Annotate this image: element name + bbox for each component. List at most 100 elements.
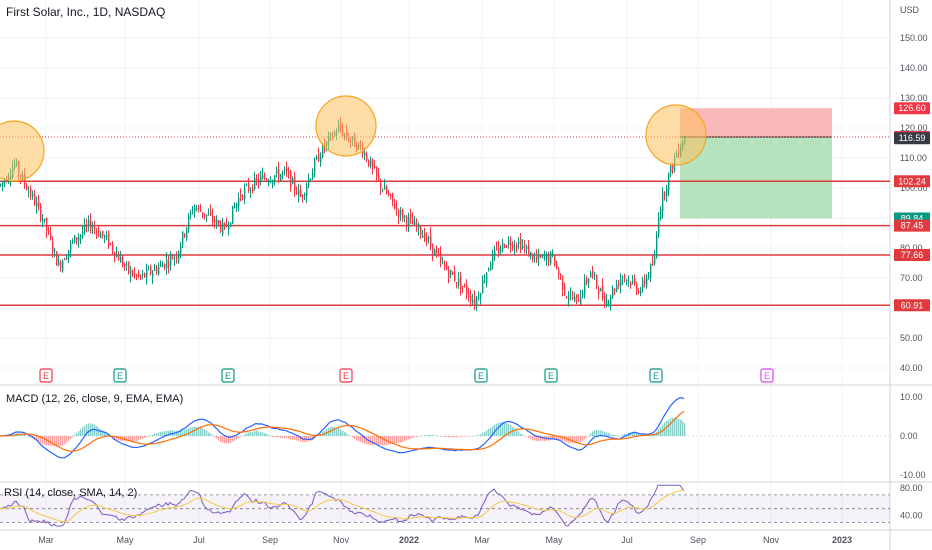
candle-body [614,289,616,292]
macd-histogram-bar [446,436,448,438]
candle-body [556,263,558,268]
price-tag: 116.59 [894,132,930,145]
candle-body [38,200,40,206]
candle-body [416,224,418,228]
macd-histogram-bar [562,436,564,441]
candle-body [188,216,190,229]
earnings-label: E [478,371,484,381]
candle-body [236,203,238,209]
earnings-marker[interactable]: E [339,368,353,383]
candle-body [84,224,86,233]
earnings-label: E [43,371,49,381]
candle-body [456,282,458,284]
candle-body [446,263,448,270]
macd-histogram-bar [140,436,142,440]
macd-histogram-bar [678,418,680,436]
candle-body [578,299,580,302]
candle-body [656,235,658,258]
highlight-circle[interactable] [645,104,707,166]
macd-histogram-bar [218,436,220,441]
macd-histogram-bar [56,436,58,447]
highlight-circle[interactable] [0,120,45,182]
earnings-marker[interactable]: E [474,368,488,383]
highlight-circle[interactable] [315,95,377,157]
candle-body [268,181,270,183]
macd-histogram-bar [470,436,472,437]
macd-histogram-bar [510,425,512,436]
rsi-ma-line [0,489,685,523]
time-axis[interactable]: Mar May Jul Sep Nov 2022 Mar May Jul Sep Nov 2023 [38,535,852,545]
chart-title[interactable]: First Solar, Inc., 1D, NASDAQ [6,5,166,19]
candle-body [486,273,488,284]
earnings-marker[interactable]: E [39,368,53,383]
candle-body [276,169,278,174]
macd-line [0,397,685,459]
price-tag-bg [894,102,930,115]
candle-body [36,202,38,207]
earnings-badge [39,368,53,383]
candle-body [224,224,226,226]
macd-histogram-bar [300,436,302,442]
macd-histogram-bar [198,427,200,436]
candle-body [640,291,642,294]
candle-body [514,245,516,248]
candle-body [432,243,434,255]
candle-body [100,233,102,238]
macd-histogram-bar [42,436,44,445]
macd-histogram-bar [528,436,530,439]
earnings-label: E [764,371,770,381]
take-profit-zone[interactable] [680,137,832,219]
candle-body [662,192,664,212]
candle-body [566,297,568,299]
earnings-badge [649,368,663,383]
candle-body [322,144,324,158]
candle-body [292,178,294,185]
candle-body [300,189,302,197]
macd-histogram-bar [276,436,278,437]
macd-histogram-bar [206,430,208,436]
macd-histogram-bar [508,423,510,436]
macd-histogram-bar [292,436,294,440]
candle-body [66,257,68,260]
macd-histogram-bar [540,436,542,441]
candle-body [210,211,212,215]
earnings-marker[interactable]: E [649,368,663,383]
macd-legend[interactable]: MACD (12, 26, close, 9, EMA, EMA) [6,393,183,405]
earnings-marker[interactable]: E [544,368,558,383]
candle-body [280,174,282,181]
macd-histogram-bar [464,436,466,437]
candle-body [442,262,444,264]
earnings-marker[interactable]: E [113,368,127,383]
earnings-badge [339,368,353,383]
macd-histogram-bar [66,436,68,443]
candle-body [94,227,96,229]
macd-histogram-bar [22,433,24,436]
earnings-marker[interactable]: E [221,368,235,383]
candle-body [158,266,160,275]
candle-body [474,297,476,305]
candle-body [260,176,262,181]
rsi-legend[interactable]: RSI (14, close, SMA, 14, 2) [4,487,137,499]
macd-histogram-bar [534,436,536,441]
macd-histogram-bar [604,431,606,436]
macd-histogram-bar [472,436,474,437]
candle-body [216,219,218,225]
candle-body [48,230,50,232]
macd-histogram-bar [356,436,358,441]
macd-histogram-bar [86,424,88,436]
candle-body [128,261,130,274]
macd-histogram-bar [402,436,404,442]
price-axis[interactable]: USD150.00140.00130.00120.00110.00100.009… [894,5,930,521]
candle-body [26,186,28,190]
candle-body [176,256,178,259]
candle-body [208,214,210,216]
candle-body [184,234,186,236]
candle-body [220,224,222,232]
candle-body [492,253,494,266]
macd-histogram-bar [116,436,118,440]
earnings-marker[interactable]: E [760,368,774,383]
candle-body [532,254,534,261]
macd-histogram-bar [118,436,120,441]
macd-histogram-bar [382,436,384,446]
